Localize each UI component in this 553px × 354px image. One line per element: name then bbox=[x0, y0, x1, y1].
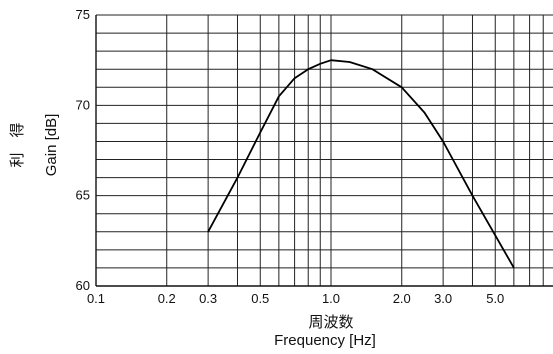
tick-labels: 60 65 70 75 0.1 0.2 0.3 0.5 1.0 2.0 3.0 5.0 bbox=[76, 7, 505, 306]
x-tick-label: 0.1 bbox=[87, 291, 105, 306]
gain-curve bbox=[207, 59, 515, 269]
x-tick-label: 2.0 bbox=[393, 291, 411, 306]
y-tick-label: 70 bbox=[76, 97, 90, 112]
grid-lines bbox=[95, 14, 553, 287]
plot-series bbox=[207, 59, 515, 269]
y-tick-label: 65 bbox=[76, 188, 90, 203]
y-tick-label: 60 bbox=[76, 278, 90, 293]
x-tick-label: 1.0 bbox=[322, 291, 340, 306]
y-axis-title: Gain [dB] bbox=[43, 114, 60, 177]
y-axis-title-jp: 利 得 bbox=[9, 122, 26, 167]
x-tick-label: 0.5 bbox=[251, 291, 269, 306]
x-tick-label: 5.0 bbox=[486, 291, 504, 306]
y-tick-label: 75 bbox=[76, 7, 90, 22]
x-axis-title-jp: 周波数 bbox=[308, 314, 353, 331]
x-axis-title: Frequency [Hz] bbox=[274, 332, 376, 349]
x-tick-label: 0.3 bbox=[199, 291, 217, 306]
x-tick-label: 0.2 bbox=[158, 291, 176, 306]
x-tick-label: 3.0 bbox=[434, 291, 452, 306]
